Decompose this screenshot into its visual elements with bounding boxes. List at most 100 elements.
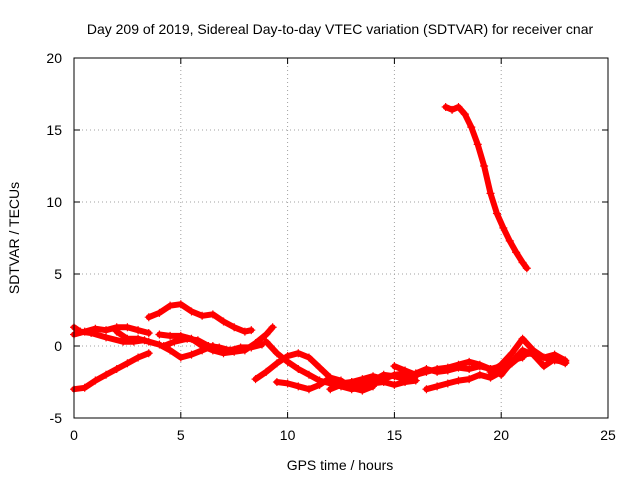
data-point (102, 370, 111, 379)
data-point (144, 313, 153, 322)
data-point (499, 223, 508, 232)
x-axis-label: GPS time / hours (287, 457, 394, 473)
data-point (505, 236, 514, 245)
data-point (460, 110, 469, 119)
data-point (80, 327, 89, 336)
plot-border (73, 57, 609, 419)
data-point (411, 370, 420, 379)
data-point (193, 336, 202, 345)
series-track-7 (159, 334, 266, 355)
series-track-15 (497, 346, 570, 379)
x-tick-label: 0 (70, 427, 78, 443)
data-point (219, 317, 228, 326)
data-point (465, 365, 474, 374)
series-trace (442, 104, 530, 272)
data-point (486, 189, 495, 198)
data-point (123, 323, 132, 332)
data-point (443, 379, 452, 388)
data-point (486, 367, 495, 376)
data-point (550, 354, 559, 363)
y-tick-label: 15 (46, 122, 62, 138)
axis-ticks (73, 57, 609, 419)
data-point (390, 380, 399, 389)
data-point (134, 326, 143, 335)
data-point (433, 365, 442, 374)
data-point (358, 380, 367, 389)
series-trace (71, 350, 152, 393)
data-point (497, 360, 506, 369)
data-point (198, 311, 207, 320)
data-point (183, 334, 192, 343)
data-point (166, 346, 175, 355)
data-point (467, 123, 476, 132)
data-point (475, 370, 484, 379)
data-point (262, 367, 271, 376)
data-point (112, 327, 121, 336)
data-point (441, 102, 450, 111)
data-point (454, 360, 463, 369)
series-track-16 (441, 102, 531, 273)
data-point (247, 343, 256, 352)
data-point (390, 362, 399, 371)
data-point (326, 385, 335, 394)
data-point (215, 343, 224, 352)
data-point (166, 301, 175, 310)
data-point (518, 258, 527, 267)
x-tick-label: 25 (600, 427, 616, 443)
data-point (294, 365, 303, 374)
data-point (304, 353, 313, 362)
data-point (561, 359, 570, 368)
data-point (304, 385, 313, 394)
series-track-1 (70, 349, 153, 394)
data-point (102, 333, 111, 342)
x-tick-label: 15 (387, 427, 403, 443)
data-point (529, 350, 538, 359)
data-point (512, 248, 521, 257)
data-point (144, 337, 153, 346)
x-tick-label: 5 (177, 427, 185, 443)
y-tick-label: 5 (54, 266, 62, 282)
data-point (112, 365, 121, 374)
data-point (401, 366, 410, 375)
data-point (80, 383, 89, 392)
data-point (251, 375, 260, 384)
data-point (465, 357, 474, 366)
data-point (91, 324, 100, 333)
data-point (208, 310, 217, 319)
data-point (369, 376, 378, 385)
data-point (176, 353, 185, 362)
data-point (522, 264, 531, 273)
data-point (225, 346, 234, 355)
data-point (134, 334, 143, 343)
data-point (475, 360, 484, 369)
data-point (176, 300, 185, 309)
data-point (454, 102, 463, 111)
data-point (422, 385, 431, 394)
series-trace (273, 374, 376, 394)
y-axis-label: SDTVAR / TECUs (6, 182, 22, 294)
data-point (283, 379, 292, 388)
data-point (518, 346, 527, 355)
data-point (155, 330, 164, 339)
data-point (283, 357, 292, 366)
data-point (433, 382, 442, 391)
data-point (91, 376, 100, 385)
x-tick-label: 10 (280, 427, 296, 443)
y-tick-label: 0 (54, 338, 62, 354)
data-point (492, 209, 501, 218)
data-point (187, 350, 196, 359)
data-point (497, 370, 506, 379)
data-point (448, 105, 457, 114)
data-point (144, 349, 153, 358)
y-tick-label: -5 (50, 410, 63, 426)
data-point (262, 330, 271, 339)
data-point (262, 337, 271, 346)
data-point (518, 334, 527, 343)
data-point (230, 323, 239, 332)
data-point (204, 342, 213, 350)
data-point (422, 367, 431, 376)
data-point (379, 370, 388, 379)
data-point (272, 349, 281, 358)
data-point (294, 382, 303, 391)
